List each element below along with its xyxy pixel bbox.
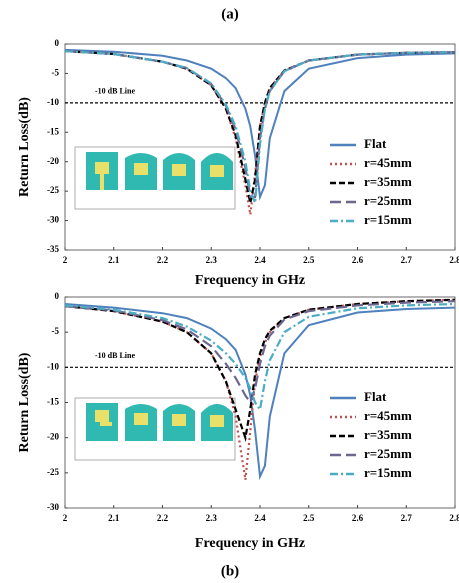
x-tick-label: 2.6	[352, 513, 364, 523]
legend-label: r=25mm	[364, 446, 412, 461]
y-tick-label: -5	[52, 67, 60, 77]
legend-label: r=15mm	[364, 465, 412, 480]
x-tick-label: 2.4	[254, 255, 266, 265]
y-tick-label: 0	[55, 38, 60, 48]
annotation: -10 dB Line	[95, 87, 135, 96]
y-tick-label: -15	[47, 397, 59, 407]
y-tick-label: -25	[47, 185, 59, 195]
y-tick-label: -5	[52, 326, 60, 336]
legend-label: r=15mm	[364, 212, 412, 227]
panel-label: (b)	[221, 563, 239, 579]
y-tick-label: -15	[47, 126, 59, 136]
annotation: -10 dB Line	[95, 351, 135, 360]
y-tick-label: 0	[55, 291, 60, 301]
x-tick-label: 2.3	[206, 513, 218, 523]
y-tick-label: -10	[47, 97, 59, 107]
x-tick-label: 2.7	[401, 513, 413, 523]
x-tick-label: 2.2	[157, 513, 169, 523]
x-tick-label: 2	[63, 513, 68, 523]
figure: (a) Frequency in GHz Return Loss(dB) 2 2.1 2.…	[0, 0, 459, 583]
y-tick-label: -30	[47, 215, 59, 225]
y-tick-label: -30	[47, 502, 59, 512]
x-tick-label: 2	[63, 255, 68, 265]
x-tick-label: 2.7	[401, 255, 413, 265]
legend-label: r=45mm	[364, 408, 412, 423]
x-tick-label: 2.6	[352, 255, 364, 265]
y-tick-label: -10	[47, 361, 59, 371]
x-axis-title: Frequency in GHz	[195, 273, 305, 288]
x-tick-label: 2.1	[108, 513, 120, 523]
y-tick-label: -35	[47, 244, 59, 254]
x-tick-label: 2.3	[206, 255, 218, 265]
legend-label: r=35mm	[364, 174, 412, 189]
inset-a	[75, 147, 235, 209]
legend-label: Flat	[364, 136, 387, 151]
legend-label: r=35mm	[364, 427, 412, 442]
x-tick-label: 2.5	[303, 255, 315, 265]
y-axis-title: Return Loss(dB)	[17, 352, 32, 452]
y-axis-title: Return Loss(dB)	[17, 97, 32, 197]
inset-b	[75, 398, 235, 460]
x-tick-label: 2.8	[449, 255, 459, 265]
y-tick-label: -25	[47, 467, 59, 477]
x-axis-title: Frequency in GHz	[195, 536, 305, 551]
legend-label: r=25mm	[364, 193, 412, 208]
x-tick-label: 2.5	[303, 513, 315, 523]
x-tick-label: 2.2	[157, 255, 169, 265]
legend-label: r=45mm	[364, 155, 412, 170]
panel-label: (a)	[221, 6, 239, 22]
y-tick-label: -20	[47, 156, 59, 166]
y-tick-label: -20	[47, 432, 59, 442]
x-tick-label: 2.4	[254, 513, 266, 523]
x-tick-label: 2.8	[449, 513, 459, 523]
x-tick-label: 2.1	[108, 255, 120, 265]
legend-label: Flat	[364, 389, 387, 404]
